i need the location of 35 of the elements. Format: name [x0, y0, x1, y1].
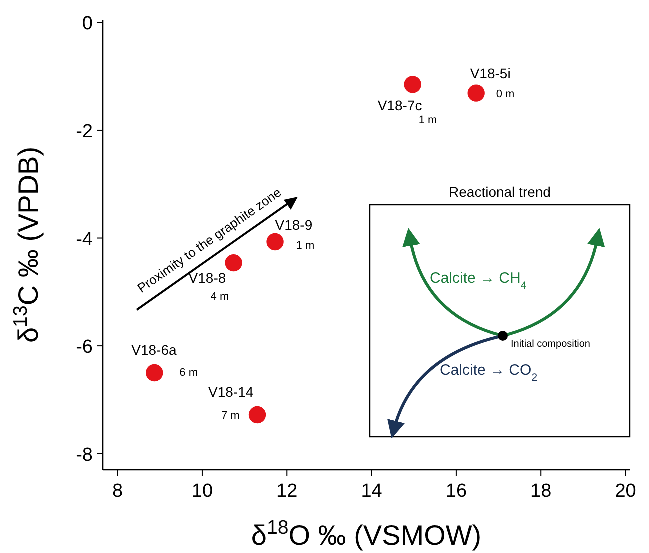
- annotation: V18-8: [188, 270, 226, 286]
- annotation: V18-7c: [378, 98, 422, 114]
- annotation: Calcite → CH$_{4}$: [430, 270, 527, 292]
- y-tick-label: 0: [82, 14, 93, 35]
- annotation: V18-5i: [470, 65, 511, 82]
- y-tick-label: -2: [76, 121, 93, 142]
- annotation: Reactional trend: [449, 184, 551, 200]
- x-axis-title: δ$^{18}$O ‰ (VSMOW): [251, 517, 482, 551]
- annotation: Calcite → CO$_{2}$: [440, 362, 538, 384]
- annotation: V18-9: [275, 217, 313, 234]
- x-tick-label: 16: [446, 481, 468, 502]
- point: [248, 406, 267, 424]
- point: [466, 84, 486, 103]
- x-tick-label: 14: [361, 481, 383, 502]
- annotation: 1 m: [418, 114, 438, 127]
- x-tick-label: 20: [615, 481, 636, 502]
- annotation: 0 m: [496, 88, 515, 100]
- y-tick-label: -8: [76, 444, 93, 466]
- annotation: V18-6a: [132, 342, 177, 358]
- annotation: 4 m: [210, 291, 230, 304]
- point: [266, 232, 285, 252]
- x-tick-label: 12: [276, 481, 298, 502]
- x-tick-label: 18: [530, 481, 552, 502]
- annotation: 6 m: [180, 366, 198, 379]
- point: [403, 75, 422, 94]
- annotation: 1 m: [296, 240, 315, 252]
- point: [224, 254, 244, 272]
- annotation: V18-14: [208, 384, 254, 400]
- y-tick-label: -4: [76, 229, 94, 250]
- annotation: Initial composition: [511, 339, 590, 350]
- x-tick-label: 10: [192, 481, 214, 502]
- annotation: 7 m: [222, 410, 240, 422]
- y-tick-label: -6: [76, 337, 93, 358]
- x-tick-label: 8: [112, 481, 124, 502]
- point: [145, 364, 164, 382]
